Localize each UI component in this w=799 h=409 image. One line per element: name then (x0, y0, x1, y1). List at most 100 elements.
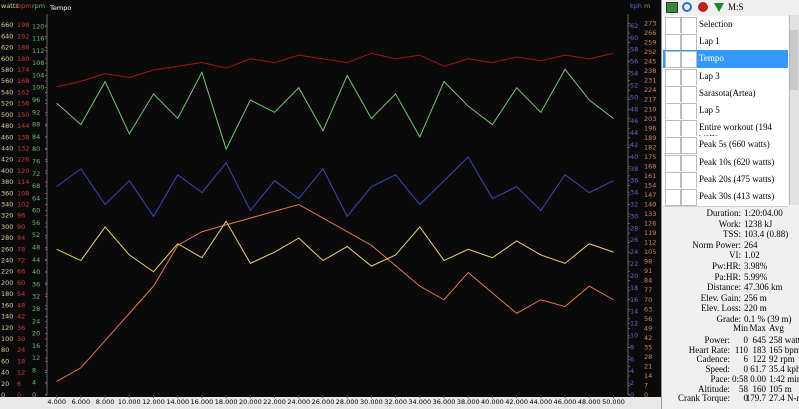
scrollbar[interactable] (789, 15, 799, 205)
y-tick-label: 182 (644, 143, 656, 151)
icon-refresh[interactable] (682, 2, 692, 12)
interval-name[interactable]: Lap 3 (699, 70, 720, 81)
y-tick-label: 28 (644, 353, 652, 361)
x-tick-label: 26.000 (312, 398, 335, 406)
row-toggle[interactable] (681, 85, 697, 103)
interval-row[interactable]: Selection (663, 16, 788, 35)
y-tick-label: 60 (630, 34, 638, 42)
x-tick-label: 38.000 (457, 398, 480, 406)
interval-name[interactable]: Tempo (699, 53, 724, 64)
interval-name[interactable]: Lap 5 (699, 105, 720, 115)
y-tick-label: 420 (1, 156, 13, 164)
row-toggle[interactable] (665, 17, 681, 34)
row-toggle[interactable] (665, 120, 681, 138)
row-toggle[interactable] (681, 189, 697, 206)
y-tick-label: 180 (17, 55, 29, 63)
interval-row[interactable]: Lap 1 (663, 33, 788, 53)
summary-value: 1.02 (744, 250, 760, 261)
stats-min: 58 (739, 383, 748, 394)
y-tick-label: 44 (630, 129, 638, 137)
y-tick-label: 48 (630, 105, 638, 113)
summary-value: 220 m (744, 303, 767, 314)
axis-unit-label: m (644, 2, 650, 10)
y-tick-label: 120 (32, 22, 44, 30)
interval-row[interactable]: Lap 5 (663, 102, 788, 121)
interval-row[interactable]: Lap 3 (663, 67, 788, 87)
y-tick-label: 114 (17, 178, 29, 186)
summary-label: TSS: (722, 229, 741, 240)
y-tick-label: 580 (1, 66, 13, 74)
x-tick-label: 40.000 (481, 398, 504, 406)
chart-title: Tempo (49, 4, 71, 12)
x-tick-label: 46.000 (554, 398, 577, 406)
summary-value: 47.306 km (744, 282, 783, 293)
y-tick-label: 200 (1, 279, 13, 287)
row-toggle[interactable] (665, 154, 681, 172)
row-toggle[interactable] (665, 68, 681, 86)
row-toggle[interactable] (665, 85, 681, 103)
interval-name[interactable]: Peak 10s (620 watts) (699, 156, 775, 167)
row-toggle[interactable] (681, 120, 697, 138)
x-tick-label: 50.000 (602, 398, 625, 406)
interval-name[interactable]: Peak 20s (475 watts) (699, 173, 775, 184)
stats-avg: 165 bpm (769, 344, 799, 355)
y-tick-label: 24 (17, 346, 25, 354)
interval-row[interactable]: Sarasota(Artea) (663, 84, 788, 104)
y-tick-label: 245 (644, 58, 656, 66)
row-toggle[interactable] (665, 137, 681, 155)
stats-max: 61.7 (750, 364, 766, 375)
row-toggle[interactable] (681, 171, 697, 189)
interval-row[interactable]: Tempo (663, 50, 788, 70)
toolbar-label[interactable]: M:S (728, 2, 744, 12)
interval-name[interactable]: Selection (699, 19, 733, 29)
interval-name[interactable]: Lap 1 (699, 36, 720, 47)
icon-down[interactable] (714, 3, 724, 12)
series-line (56, 52, 614, 88)
interval-row[interactable]: Peak 10s (620 watts) (663, 153, 788, 173)
stats-avg: 35.4 kph (769, 364, 799, 375)
row-toggle[interactable] (681, 154, 697, 172)
icon-heart[interactable] (698, 2, 708, 12)
y-tick-label: 30 (630, 212, 638, 220)
scroll-thumb[interactable] (790, 30, 798, 90)
interval-row[interactable]: Peak 5s (660 watts) (663, 136, 788, 156)
y-tick-label: 320 (1, 212, 13, 220)
row-toggle[interactable] (681, 137, 697, 155)
interval-name[interactable]: Peak 5s (660 watts) (699, 139, 770, 150)
y-tick-label: 175 (644, 153, 656, 161)
icon-chart[interactable] (666, 2, 678, 13)
row-toggle[interactable] (681, 103, 697, 120)
y-tick-label: 98 (644, 258, 652, 266)
stats-min: 0 (743, 364, 749, 375)
stats-min: 0:58 (731, 373, 748, 384)
interval-name[interactable]: Peak 30s (413 watts) (699, 191, 775, 201)
row-toggle[interactable] (665, 34, 681, 52)
y-tick-label: 147 (644, 191, 656, 199)
y-tick-label: 7 (644, 381, 648, 389)
interval-row[interactable]: Peak 30s (413 watts) (663, 188, 788, 207)
y-tick-label: 217 (644, 96, 656, 104)
y-tick-label: 56 (32, 219, 40, 227)
row-toggle[interactable] (681, 34, 697, 52)
interval-name[interactable]: Sarasota(Artea) (699, 87, 756, 98)
row-toggle[interactable] (665, 103, 681, 120)
y-tick-label: 500 (1, 111, 13, 119)
row-toggle[interactable] (665, 171, 681, 189)
row-toggle[interactable] (681, 17, 697, 34)
axis-unit-label: rpm (32, 2, 45, 10)
row-toggle[interactable] (665, 51, 681, 69)
y-tick-label: 40 (1, 369, 9, 377)
row-toggle[interactable] (681, 68, 697, 86)
row-toggle[interactable] (681, 51, 697, 69)
y-tick-label: 32 (630, 201, 638, 209)
stats-label: Cadence: (696, 354, 730, 365)
y-tick-label: 2 (630, 379, 634, 387)
y-tick-label: 24 (32, 317, 40, 325)
row-toggle[interactable] (665, 189, 681, 206)
interval-row[interactable]: Peak 20s (475 watts) (663, 170, 788, 190)
y-tick-label: 52 (32, 231, 40, 239)
y-tick-label: 21 (644, 362, 652, 370)
summary-value: 0.1 % (39 m) (744, 314, 792, 324)
interval-row[interactable]: Entire workout (194 watts (663, 119, 788, 142)
y-tick-label: 126 (644, 220, 656, 228)
